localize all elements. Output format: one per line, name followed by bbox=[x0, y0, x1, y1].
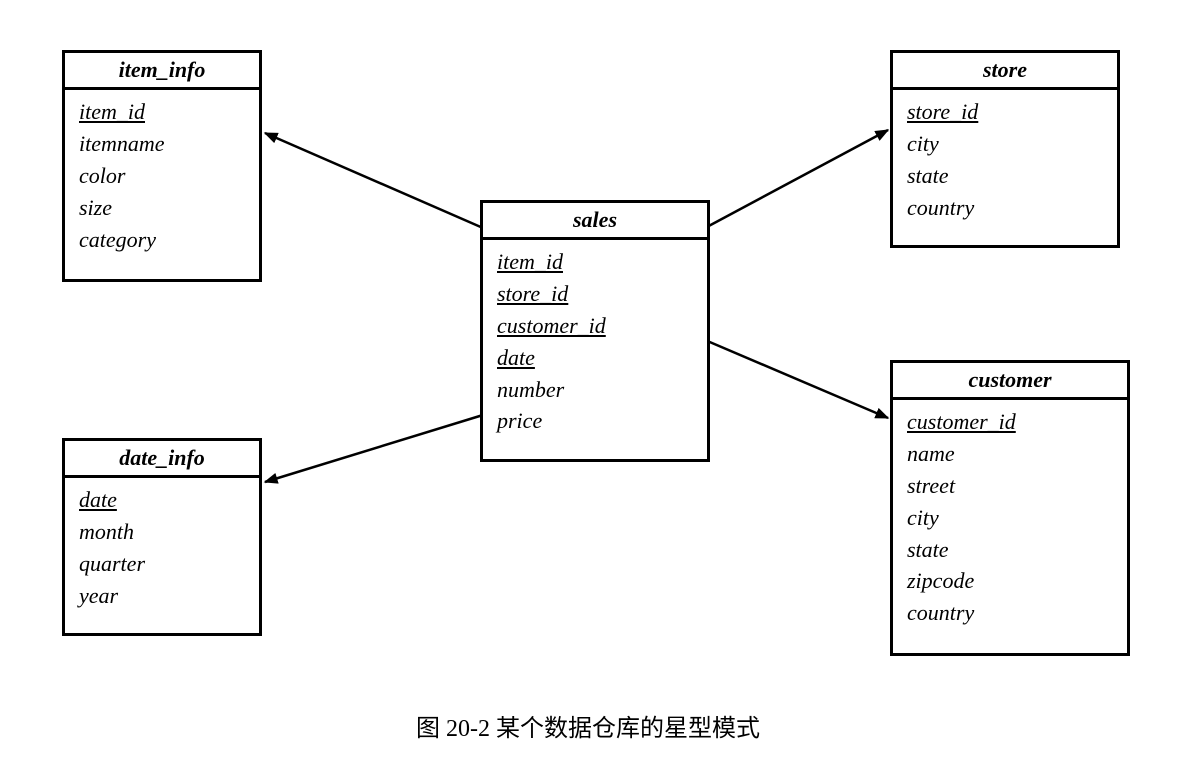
field-item_info-item-id: item_id bbox=[79, 96, 245, 128]
field-item_info-itemname: itemname bbox=[79, 128, 245, 160]
field-date_info-quarter: quarter bbox=[79, 548, 245, 580]
field-item_info-color: color bbox=[79, 160, 245, 192]
arrow-sales-to-item_info bbox=[265, 133, 483, 228]
fields-customer: customer_idnamestreetcitystatezipcodecou… bbox=[893, 400, 1127, 635]
field-sales-store-id: store_id bbox=[497, 278, 693, 310]
table-customer: customer customer_idnamestreetcitystatez… bbox=[890, 360, 1130, 656]
field-customer-city: city bbox=[907, 502, 1113, 534]
arrow-sales-to-date_info bbox=[265, 415, 483, 482]
table-title-store: store bbox=[893, 53, 1117, 90]
fields-item-info: item_iditemnamecolorsizecategory bbox=[65, 90, 259, 261]
fields-sales: item_idstore_idcustomer_iddatenumberpric… bbox=[483, 240, 707, 443]
field-item_info-size: size bbox=[79, 192, 245, 224]
table-item-info: item_info item_iditemnamecolorsizecatego… bbox=[62, 50, 262, 282]
field-customer-customer-id: customer_id bbox=[907, 406, 1113, 438]
field-customer-country: country bbox=[907, 597, 1113, 629]
field-store-country: country bbox=[907, 192, 1103, 224]
field-date_info-year: year bbox=[79, 580, 245, 612]
table-title-sales: sales bbox=[483, 203, 707, 240]
arrow-sales-to-customer bbox=[705, 340, 888, 418]
field-customer-zipcode: zipcode bbox=[907, 565, 1113, 597]
field-sales-item-id: item_id bbox=[497, 246, 693, 278]
field-date_info-month: month bbox=[79, 516, 245, 548]
field-customer-name: name bbox=[907, 438, 1113, 470]
field-store-store-id: store_id bbox=[907, 96, 1103, 128]
table-title-date-info: date_info bbox=[65, 441, 259, 478]
field-store-state: state bbox=[907, 160, 1103, 192]
field-customer-state: state bbox=[907, 534, 1113, 566]
fields-date-info: datemonthquarteryear bbox=[65, 478, 259, 618]
field-sales-date: date bbox=[497, 342, 693, 374]
field-store-city: city bbox=[907, 128, 1103, 160]
field-sales-customer-id: customer_id bbox=[497, 310, 693, 342]
field-sales-number: number bbox=[497, 374, 693, 406]
arrow-sales-to-store bbox=[705, 130, 888, 228]
field-sales-price: price bbox=[497, 405, 693, 437]
table-sales: sales item_idstore_idcustomer_iddatenumb… bbox=[480, 200, 710, 462]
table-title-item-info: item_info bbox=[65, 53, 259, 90]
table-title-customer: customer bbox=[893, 363, 1127, 400]
field-customer-street: street bbox=[907, 470, 1113, 502]
field-date_info-date: date bbox=[79, 484, 245, 516]
field-item_info-category: category bbox=[79, 224, 245, 256]
table-store: store store_idcitystatecountry bbox=[890, 50, 1120, 248]
fields-store: store_idcitystatecountry bbox=[893, 90, 1117, 230]
figure-caption: 图 20-2 某个数据仓库的星型模式 bbox=[416, 708, 760, 743]
table-date-info: date_info datemonthquarteryear bbox=[62, 438, 262, 636]
